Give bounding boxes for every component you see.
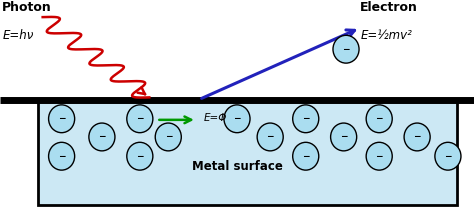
Ellipse shape [257, 123, 283, 151]
Ellipse shape [224, 105, 250, 133]
Ellipse shape [366, 142, 392, 170]
Text: E=hν: E=hν [2, 29, 34, 42]
Text: −: − [164, 132, 172, 141]
Ellipse shape [127, 142, 153, 170]
Text: Metal surface: Metal surface [191, 160, 283, 173]
Ellipse shape [155, 123, 181, 151]
Ellipse shape [404, 123, 430, 151]
Text: −: − [136, 114, 144, 123]
Ellipse shape [292, 105, 319, 133]
Text: −: − [266, 132, 274, 141]
Ellipse shape [127, 105, 153, 133]
Text: −: − [413, 132, 421, 141]
Text: −: − [98, 132, 106, 141]
Ellipse shape [292, 142, 319, 170]
Text: −: − [58, 114, 65, 123]
Text: −: − [444, 152, 452, 161]
Text: Photon: Photon [2, 1, 52, 14]
Text: −: − [58, 152, 65, 161]
Text: −: − [302, 152, 310, 161]
Ellipse shape [330, 123, 356, 151]
Text: −: − [340, 132, 347, 141]
Ellipse shape [49, 105, 75, 133]
Text: −: − [375, 152, 383, 161]
Ellipse shape [333, 35, 359, 63]
Ellipse shape [435, 142, 461, 170]
Text: −: − [375, 114, 383, 123]
Text: −: − [302, 114, 310, 123]
Text: E=Φ: E=Φ [204, 113, 227, 123]
Ellipse shape [49, 142, 75, 170]
Text: −: − [342, 45, 350, 54]
Text: Electron: Electron [360, 1, 418, 14]
Text: −: − [136, 152, 144, 161]
Ellipse shape [366, 105, 392, 133]
Text: E=½mv²: E=½mv² [360, 29, 412, 42]
Text: −: − [233, 114, 241, 123]
Ellipse shape [89, 123, 115, 151]
Bar [38, 100, 457, 205]
